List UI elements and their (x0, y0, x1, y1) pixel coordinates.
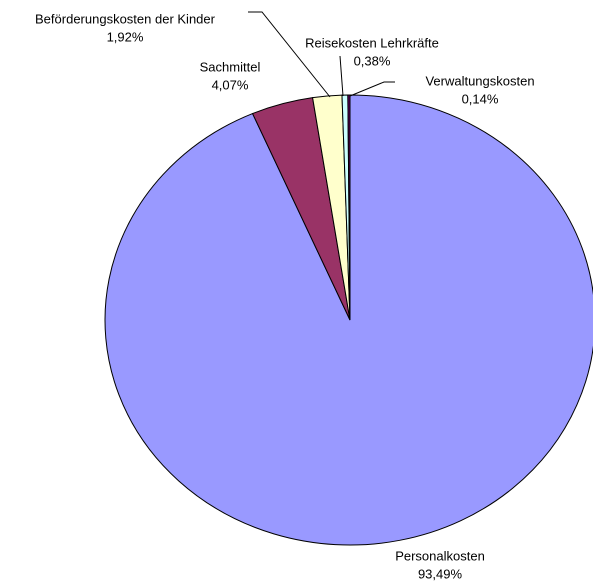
slice-value: 0,38% (354, 53, 391, 68)
slice-value: 93,49% (418, 566, 463, 581)
leader-line (349, 81, 395, 97)
leader-line (339, 55, 344, 97)
leader-line (248, 11, 331, 98)
slice-value: 0,14% (462, 91, 499, 106)
slice-value: 4,07% (212, 77, 249, 92)
slice-label: Sachmittel (200, 59, 261, 74)
slice-label: Personalkosten (395, 548, 485, 563)
slice-value: 1,92% (107, 29, 144, 44)
slice-label: Beförderungskosten der Kinder (35, 11, 216, 26)
pie-slice (347, 94, 351, 321)
slice-label: Verwaltungskosten (425, 73, 534, 88)
pie-slice (104, 94, 593, 546)
slice-label: Reisekosten Lehrkräfte (305, 35, 439, 50)
